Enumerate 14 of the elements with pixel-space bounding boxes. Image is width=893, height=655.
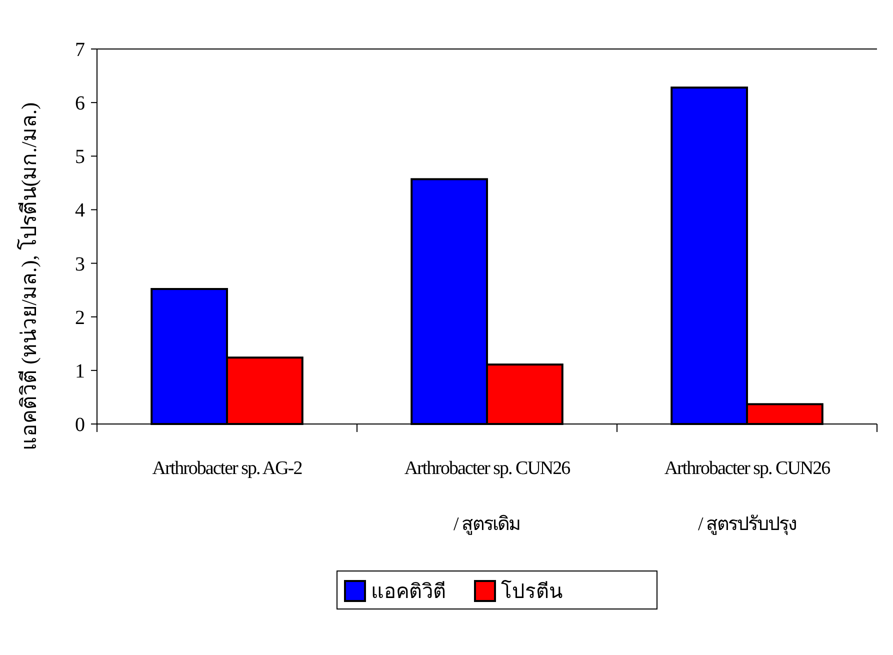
- y-tick-label: 6: [75, 92, 85, 115]
- legend-label: โปรตีน: [501, 580, 563, 603]
- y-tick-label: 4: [75, 200, 85, 222]
- x-tick-label: Arthrobacter sp. AG-2: [152, 458, 302, 479]
- legend-label: แอคติวิตี: [371, 581, 446, 603]
- y-tick-label: 2: [75, 306, 85, 329]
- y-tick-label: 0: [75, 414, 85, 436]
- y-tick-label: 3: [75, 253, 85, 276]
- y-tick-label: 5: [75, 146, 85, 168]
- category-label: Arthrobacter sp. CUN26 / สูตรเดิม: [404, 458, 570, 535]
- y-tick-label: 7: [75, 39, 85, 61]
- y-tick-label: 1: [75, 360, 85, 382]
- category-label: Arthrobacter sp. CUN26 / สูตรปรับปรุง: [664, 458, 830, 535]
- y-axis-title: แอคติวิตี (หน่วย/มล.), โปรตีน(มก./มล.): [17, 102, 41, 451]
